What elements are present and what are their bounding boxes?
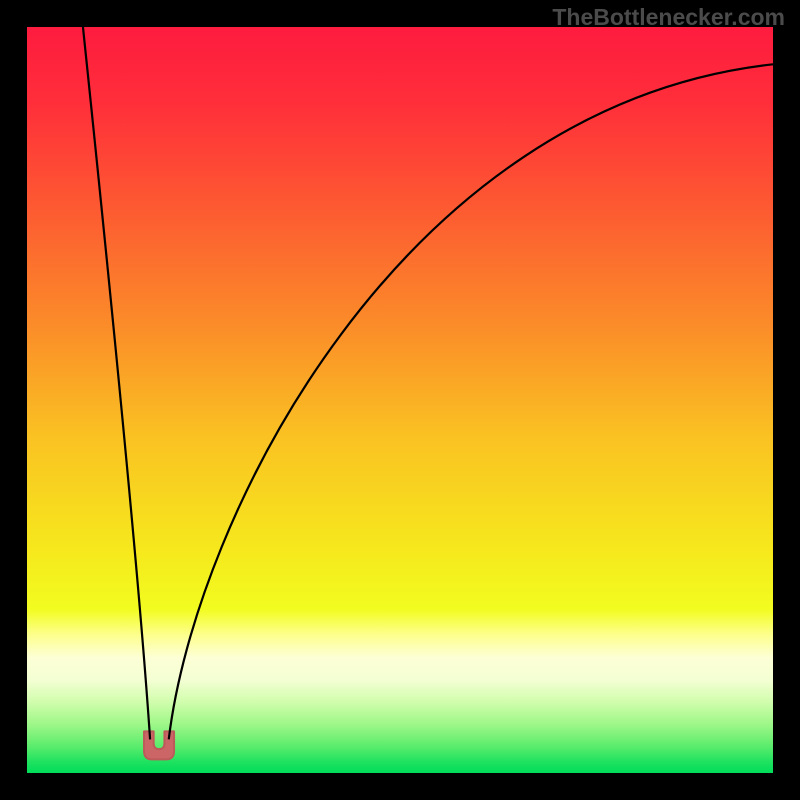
watermark-text: TheBottlenecker.com <box>552 4 785 31</box>
bottleneck-chart <box>27 27 773 773</box>
chart-background <box>27 27 773 773</box>
chart-stage: TheBottlenecker.com <box>0 0 800 800</box>
